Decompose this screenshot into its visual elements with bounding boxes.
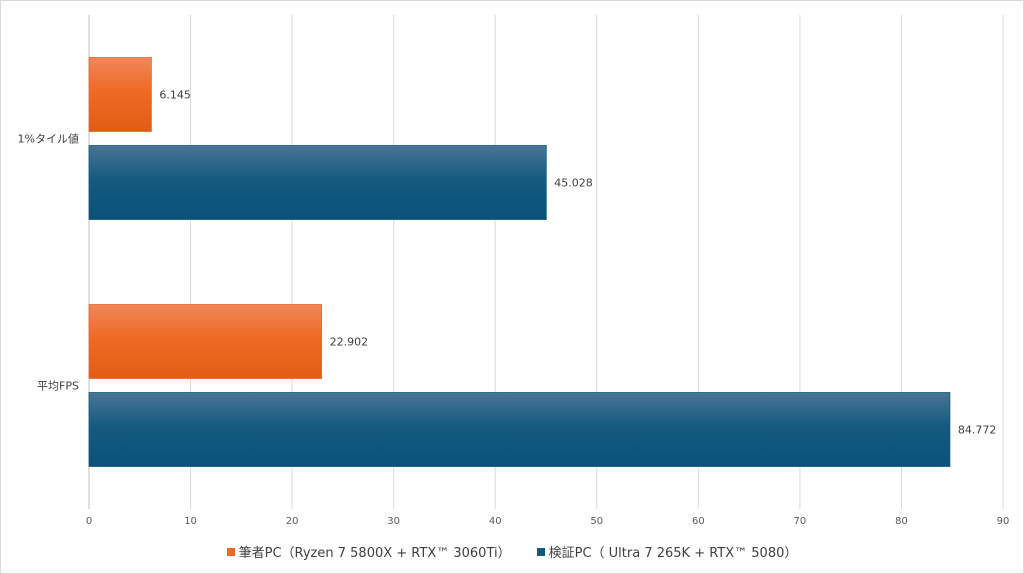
legend-swatch-series-2 <box>536 547 545 556</box>
bar-2-series-2 <box>88 392 951 467</box>
bar-1-series-2 <box>88 145 547 220</box>
labels: 0 10 20 30 40 50 60 70 80 90 6.145 45.028 1%タイル値 22.9… <box>18 89 1010 528</box>
legend-swatch-series-1 <box>226 547 235 556</box>
legend-item-series-2: 検証PC（ Ultra 7 265K + RTX™ 5080） <box>536 542 798 561</box>
category-label-2: 平均FPS <box>37 380 79 393</box>
x-tick-label-20: 20 <box>286 516 299 527</box>
data-label-1-series-2: 45.028 <box>554 177 593 190</box>
x-tick-label-90: 90 <box>997 516 1010 527</box>
bars <box>88 57 951 467</box>
legend: 筆者PC（Ryzen 7 5800X + RTX™ 3060Ti） 検証PC（ … <box>1 542 1023 561</box>
data-label-1-series-1: 6.145 <box>159 89 191 102</box>
data-label-2-series-1: 22.902 <box>330 336 369 349</box>
x-tick-label-0: 0 <box>86 516 92 527</box>
legend-label-series-2: 検証PC（ Ultra 7 265K + RTX™ 5080） <box>548 546 798 561</box>
bar-chart: 0 10 20 30 40 50 60 70 80 90 6.145 45.028 1%タイル値 22.9… <box>18 15 1010 528</box>
x-tick-label-30: 30 <box>387 516 400 527</box>
bar-2-series-1 <box>88 304 322 379</box>
category-label-1: 1%タイル値 <box>18 133 79 146</box>
x-tick-label-40: 40 <box>489 516 502 527</box>
data-label-2-series-2: 84.772 <box>958 424 997 437</box>
x-tick-label-80: 80 <box>895 516 908 527</box>
bar-1-series-1 <box>88 57 152 132</box>
x-tick-label-50: 50 <box>590 516 603 527</box>
legend-label-series-1: 筆者PC（Ryzen 7 5800X + RTX™ 3060Ti） <box>238 546 511 561</box>
legend-item-series-1: 筆者PC（Ryzen 7 5800X + RTX™ 3060Ti） <box>226 542 511 561</box>
x-tick-label-10: 10 <box>184 516 197 527</box>
x-tick-label-70: 70 <box>794 516 807 527</box>
x-tick-label-60: 60 <box>692 516 705 527</box>
